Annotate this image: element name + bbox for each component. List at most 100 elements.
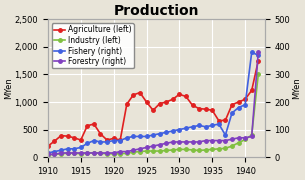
Fishery (right) bbox=[79, 146, 83, 148]
Forestry (right) bbox=[204, 140, 207, 142]
Fishery (right) bbox=[99, 141, 102, 143]
Forestry (right) bbox=[138, 148, 142, 150]
Forestry (right) bbox=[250, 135, 253, 138]
Industry (left) bbox=[145, 150, 148, 152]
Forestry (right) bbox=[197, 141, 201, 143]
Fishery (right) bbox=[178, 129, 181, 131]
Agriculture (left) bbox=[53, 140, 56, 142]
Fishery (right) bbox=[230, 112, 234, 114]
Industry (left) bbox=[178, 148, 181, 150]
Fishery (right) bbox=[197, 124, 201, 127]
Agriculture (left) bbox=[257, 60, 260, 62]
Agriculture (left) bbox=[158, 103, 161, 105]
Industry (left) bbox=[250, 134, 253, 136]
Industry (left) bbox=[151, 150, 155, 152]
Forestry (right) bbox=[99, 152, 102, 154]
Fishery (right) bbox=[112, 140, 116, 142]
Forestry (right) bbox=[125, 150, 129, 153]
Forestry (right) bbox=[164, 142, 168, 144]
Agriculture (left) bbox=[72, 137, 76, 139]
Agriculture (left) bbox=[112, 137, 116, 140]
Industry (left) bbox=[210, 148, 214, 150]
Fishery (right) bbox=[131, 135, 135, 138]
Fishery (right) bbox=[59, 149, 63, 151]
Agriculture (left) bbox=[105, 139, 109, 141]
Title: Production: Production bbox=[114, 4, 199, 18]
Forestry (right) bbox=[171, 141, 175, 143]
Forestry (right) bbox=[158, 144, 161, 146]
Forestry (right) bbox=[46, 153, 50, 156]
Industry (left) bbox=[79, 153, 83, 155]
Agriculture (left) bbox=[204, 108, 207, 110]
Agriculture (left) bbox=[85, 125, 89, 127]
Agriculture (left) bbox=[46, 145, 50, 147]
Forestry (right) bbox=[92, 152, 96, 154]
Forestry (right) bbox=[112, 152, 116, 154]
Industry (left) bbox=[72, 152, 76, 154]
Fishery (right) bbox=[105, 141, 109, 143]
Fishery (right) bbox=[72, 148, 76, 150]
Forestry (right) bbox=[66, 152, 70, 154]
Agriculture (left) bbox=[66, 135, 70, 137]
Industry (left) bbox=[46, 154, 50, 156]
Fishery (right) bbox=[118, 140, 122, 142]
Fishery (right) bbox=[46, 152, 50, 154]
Industry (left) bbox=[112, 153, 116, 155]
Fishery (right) bbox=[171, 130, 175, 132]
Fishery (right) bbox=[257, 54, 260, 56]
Agriculture (left) bbox=[197, 107, 201, 110]
Forestry (right) bbox=[191, 141, 194, 143]
Line: Fishery (right): Fishery (right) bbox=[46, 51, 260, 155]
Fishery (right) bbox=[92, 140, 96, 142]
Forestry (right) bbox=[184, 141, 188, 143]
Forestry (right) bbox=[224, 140, 227, 142]
Agriculture (left) bbox=[224, 119, 227, 121]
Line: Agriculture (left): Agriculture (left) bbox=[46, 59, 260, 148]
Industry (left) bbox=[197, 149, 201, 152]
Legend: Agriculture (left), Industry (left), Fishery (right), Forestry (right): Agriculture (left), Industry (left), Fis… bbox=[52, 23, 134, 68]
Y-axis label: MYen: MYen bbox=[292, 77, 301, 99]
Industry (left) bbox=[164, 149, 168, 152]
Industry (left) bbox=[125, 152, 129, 154]
Industry (left) bbox=[217, 148, 221, 150]
Forestry (right) bbox=[151, 145, 155, 147]
Fishery (right) bbox=[217, 123, 221, 125]
Y-axis label: MYen: MYen bbox=[4, 77, 13, 99]
Agriculture (left) bbox=[99, 133, 102, 135]
Forestry (right) bbox=[53, 153, 56, 156]
Forestry (right) bbox=[131, 149, 135, 151]
Forestry (right) bbox=[257, 51, 260, 53]
Line: Forestry (right): Forestry (right) bbox=[46, 51, 260, 156]
Agriculture (left) bbox=[138, 92, 142, 94]
Fishery (right) bbox=[85, 142, 89, 144]
Industry (left) bbox=[131, 151, 135, 153]
Forestry (right) bbox=[230, 138, 234, 140]
Agriculture (left) bbox=[59, 134, 63, 137]
Industry (left) bbox=[158, 150, 161, 152]
Forestry (right) bbox=[118, 150, 122, 153]
Industry (left) bbox=[184, 148, 188, 150]
Fishery (right) bbox=[53, 150, 56, 153]
Agriculture (left) bbox=[217, 120, 221, 122]
Fishery (right) bbox=[125, 137, 129, 139]
Agriculture (left) bbox=[151, 109, 155, 111]
Industry (left) bbox=[92, 152, 96, 154]
Agriculture (left) bbox=[184, 95, 188, 98]
Industry (left) bbox=[105, 153, 109, 155]
Agriculture (left) bbox=[230, 104, 234, 106]
Fishery (right) bbox=[138, 135, 142, 138]
Industry (left) bbox=[191, 149, 194, 151]
Industry (left) bbox=[118, 153, 122, 155]
Fishery (right) bbox=[158, 133, 161, 135]
Industry (left) bbox=[99, 152, 102, 154]
Fishery (right) bbox=[224, 134, 227, 136]
Industry (left) bbox=[224, 147, 227, 149]
Fishery (right) bbox=[243, 104, 247, 106]
Industry (left) bbox=[257, 73, 260, 76]
Fishery (right) bbox=[191, 126, 194, 128]
Forestry (right) bbox=[243, 137, 247, 139]
Fishery (right) bbox=[250, 51, 253, 53]
Industry (left) bbox=[85, 152, 89, 154]
Industry (left) bbox=[171, 149, 175, 151]
Fishery (right) bbox=[204, 126, 207, 128]
